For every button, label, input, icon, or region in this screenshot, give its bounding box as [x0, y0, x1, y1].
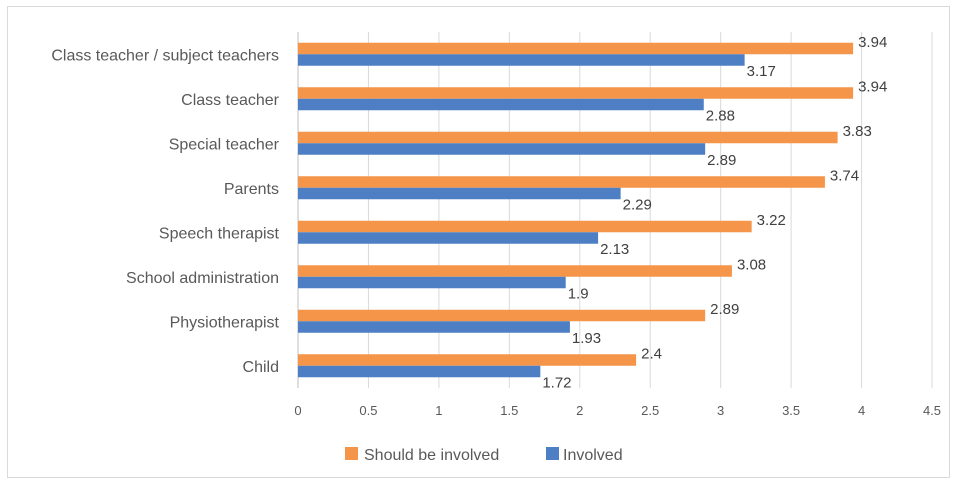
x-tick-label: 0.5 — [359, 403, 377, 418]
bar-should-be-involved — [298, 87, 854, 99]
data-labels: 3.94 3.17 3.94 2.88 3.83 2.89 3.74 2.29 3.22 2.13… — [542, 34, 887, 392]
bar-involved — [298, 187, 621, 200]
x-tick-label: 3 — [717, 403, 724, 418]
bar-should-be-involved — [298, 354, 637, 366]
bar-should-be-involved — [298, 265, 732, 277]
category-labels: Class teacher / subject teachers Class te… — [51, 47, 279, 376]
data-label-should-be-involved: 2.89 — [710, 301, 739, 318]
category-label: Special teacher — [169, 136, 280, 153]
data-label-involved: 2.13 — [600, 241, 629, 258]
data-label-involved: 1.93 — [572, 330, 601, 347]
bar-involved — [298, 321, 570, 333]
bar-involved — [298, 98, 704, 111]
category-label: Class teacher / subject teachers — [51, 47, 279, 64]
x-tick-label: 1.5 — [500, 403, 518, 418]
legend-swatch-involved — [546, 447, 559, 460]
bar-involved — [298, 232, 599, 244]
bar-should-be-involved — [298, 220, 752, 233]
gridlines — [297, 32, 933, 388]
bar-should-be-involved — [298, 309, 706, 322]
data-label-should-be-involved: 3.22 — [757, 212, 786, 229]
data-label-should-be-involved: 3.83 — [843, 123, 872, 140]
data-label-should-be-involved: 3.94 — [858, 34, 887, 51]
x-tick-label: 3.5 — [782, 403, 800, 418]
bar-should-be-involved — [298, 42, 854, 55]
x-axis-ticks: 0 0.5 1 1.5 2 2.5 3 3.5 4 4.5 — [294, 403, 941, 418]
category-label: Parents — [224, 181, 279, 198]
category-label: Speech therapist — [159, 225, 280, 242]
category-label: Physiotherapist — [170, 314, 280, 331]
bar-involved — [298, 276, 566, 289]
x-tick-label: 2 — [576, 403, 583, 418]
x-tick-label: 4 — [858, 403, 865, 418]
data-label-involved: 2.88 — [706, 107, 735, 124]
data-label-should-be-involved: 2.4 — [641, 345, 662, 362]
legend-swatch-should-be-involved — [345, 447, 358, 460]
data-label-involved: 1.9 — [568, 285, 589, 302]
bar-involved — [298, 365, 541, 378]
bars-group — [298, 42, 854, 378]
data-label-involved: 2.29 — [623, 196, 652, 213]
legend: Should be involved Involved — [345, 447, 623, 464]
x-tick-label: 1 — [435, 403, 442, 418]
data-label-involved: 1.72 — [542, 374, 571, 391]
data-label-involved: 3.17 — [747, 63, 776, 80]
data-label-should-be-involved: 3.08 — [737, 256, 766, 273]
data-label-should-be-involved: 3.94 — [858, 78, 887, 95]
legend-label-should-be-involved: Should be involved — [364, 447, 499, 464]
x-tick-label: 2.5 — [641, 403, 659, 418]
data-label-should-be-involved: 3.74 — [830, 167, 859, 184]
x-tick-label: 0 — [294, 403, 301, 418]
legend-label-involved: Involved — [563, 447, 623, 464]
bar-should-be-involved — [298, 176, 825, 188]
bar-should-be-involved — [298, 131, 838, 144]
category-label: Class teacher — [181, 92, 279, 109]
bar-involved — [298, 143, 706, 155]
category-label: School administration — [126, 270, 279, 287]
category-label: Child — [243, 359, 279, 376]
data-label-involved: 2.89 — [707, 152, 736, 169]
x-tick-label: 4.5 — [923, 403, 941, 418]
bar-involved — [298, 54, 745, 66]
